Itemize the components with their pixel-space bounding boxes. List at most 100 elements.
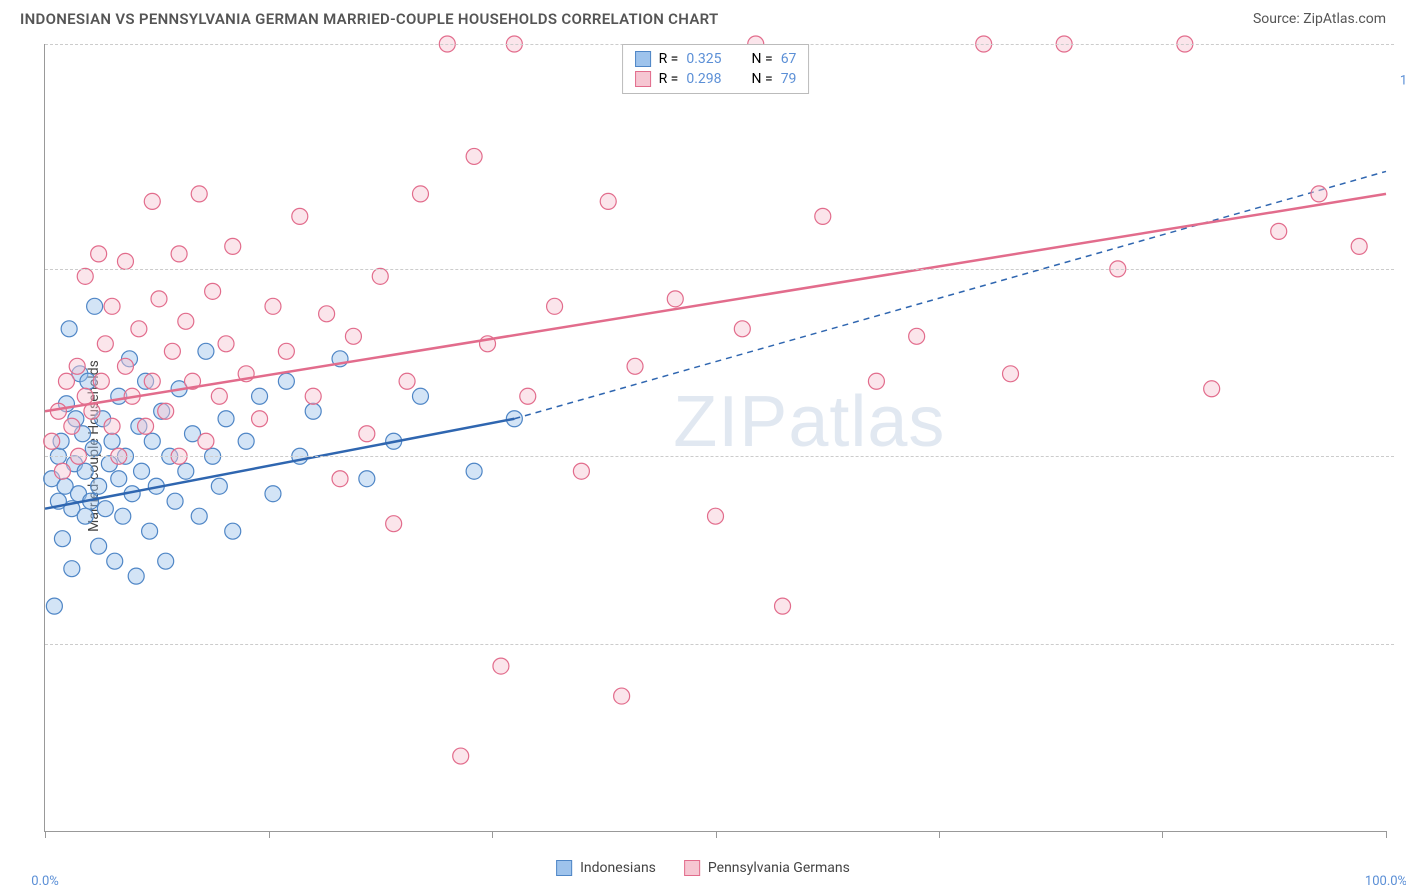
data-point	[520, 388, 536, 404]
data-point	[164, 343, 180, 359]
legend-series-label: Indonesians	[580, 860, 656, 876]
data-point	[77, 388, 93, 404]
source-name: ZipAtlas.com	[1303, 11, 1386, 27]
legend-r-label: R =	[659, 51, 679, 67]
data-point	[359, 471, 375, 487]
data-point	[1003, 366, 1019, 382]
data-point	[46, 598, 62, 614]
data-point	[107, 553, 123, 569]
data-point	[708, 508, 724, 524]
x-tick	[45, 831, 46, 838]
data-point	[144, 433, 160, 449]
data-point	[627, 358, 643, 374]
legend-r-value: 0.298	[686, 71, 721, 87]
data-point	[64, 561, 80, 577]
gridline-h	[45, 456, 1394, 457]
x-tick	[939, 831, 940, 838]
legend-series-label: Pennsylvania Germans	[708, 860, 850, 876]
data-point	[171, 246, 187, 262]
data-point	[115, 508, 131, 524]
data-point	[85, 441, 101, 457]
data-point	[909, 328, 925, 344]
data-point	[144, 193, 160, 209]
gridline-h	[45, 269, 1394, 270]
data-point	[91, 246, 107, 262]
data-point	[1311, 186, 1327, 202]
source-label: Source: ZipAtlas.com	[1253, 11, 1386, 27]
data-point	[278, 373, 294, 389]
trend-line	[45, 194, 1386, 411]
scatter-svg	[45, 44, 1386, 831]
data-point	[412, 388, 428, 404]
data-point	[158, 403, 174, 419]
legend-item: Pennsylvania Germans	[684, 860, 850, 876]
data-point	[868, 373, 884, 389]
data-point	[667, 291, 683, 307]
plot-area: ZIPatlas R = 0.325N = 67R = 0.298N = 79 …	[44, 44, 1386, 832]
trend-line-ext	[514, 171, 1386, 418]
data-point	[93, 373, 109, 389]
data-point	[54, 531, 70, 547]
data-point	[211, 388, 227, 404]
data-point	[252, 411, 268, 427]
data-point	[91, 478, 107, 494]
series-legend: Indonesians Pennsylvania Germans	[556, 860, 850, 876]
data-point	[238, 433, 254, 449]
data-point	[815, 208, 831, 224]
data-point	[104, 298, 120, 314]
x-tick	[492, 831, 493, 838]
legend-swatch	[684, 860, 700, 876]
x-tick	[716, 831, 717, 838]
correlation-legend: R = 0.325N = 67R = 0.298N = 79	[622, 44, 810, 94]
chart-title: INDONESIAN VS PENNSYLVANIA GERMAN MARRIE…	[20, 10, 719, 28]
data-point	[104, 418, 120, 434]
x-tick-label: 0.0%	[31, 874, 59, 889]
data-point	[547, 298, 563, 314]
data-point	[252, 388, 268, 404]
x-tick-label: 100.0%	[1365, 874, 1406, 889]
data-point	[64, 418, 80, 434]
legend-n-value: 79	[781, 71, 797, 87]
data-point	[225, 238, 241, 254]
data-point	[167, 493, 183, 509]
data-point	[292, 208, 308, 224]
data-point	[91, 538, 107, 554]
data-point	[265, 486, 281, 502]
data-point	[97, 336, 113, 352]
data-point	[138, 418, 154, 434]
legend-swatch	[635, 51, 651, 67]
data-point	[466, 463, 482, 479]
data-point	[151, 291, 167, 307]
data-point	[144, 373, 160, 389]
gridline-h	[45, 644, 1394, 645]
data-point	[278, 343, 294, 359]
data-point	[734, 321, 750, 337]
data-point	[142, 523, 158, 539]
legend-swatch	[556, 860, 572, 876]
data-point	[87, 298, 103, 314]
data-point	[466, 148, 482, 164]
data-point	[359, 426, 375, 442]
data-point	[1204, 381, 1220, 397]
data-point	[117, 358, 133, 374]
data-point	[573, 463, 589, 479]
data-point	[178, 313, 194, 329]
legend-n-label: N =	[752, 71, 773, 87]
legend-item: Indonesians	[556, 860, 656, 876]
data-point	[69, 358, 85, 374]
data-point	[77, 508, 93, 524]
data-point	[319, 306, 335, 322]
data-point	[198, 343, 214, 359]
data-point	[61, 321, 77, 337]
data-point	[775, 598, 791, 614]
data-point	[345, 328, 361, 344]
data-point	[493, 658, 509, 674]
data-point	[44, 433, 60, 449]
y-tick-label: 100.0%	[1400, 74, 1406, 89]
data-point	[412, 186, 428, 202]
data-point	[600, 193, 616, 209]
legend-r-label: R =	[659, 71, 679, 87]
legend-row: R = 0.298 N = 79	[631, 69, 801, 89]
data-point	[218, 336, 234, 352]
data-point	[218, 411, 234, 427]
